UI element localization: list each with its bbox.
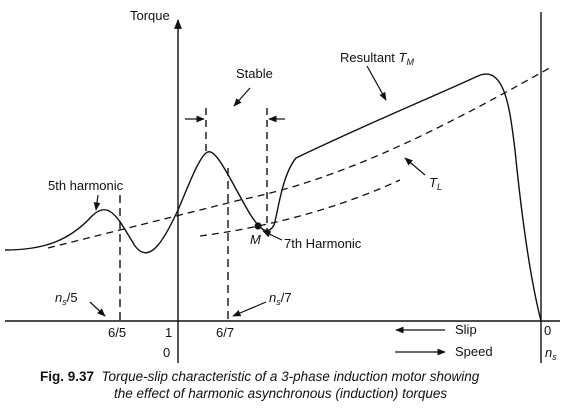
stable-pointer bbox=[233, 87, 251, 107]
ns5-pointer bbox=[89, 301, 106, 317]
caption-number: Fig. 9.37 bbox=[40, 369, 95, 384]
stable-label: Stable bbox=[236, 66, 273, 81]
tick-0-left: 0 bbox=[163, 345, 170, 360]
resultant-label: Resultant TM bbox=[340, 50, 415, 67]
seventh-harmonic-pointer bbox=[262, 230, 283, 241]
ns7-pointer bbox=[232, 301, 267, 317]
slip-label: Slip bbox=[455, 322, 477, 337]
operating-point-m bbox=[254, 222, 262, 230]
load-torque-curve bbox=[47, 65, 554, 249]
tick-6-5: 6/5 bbox=[108, 325, 126, 340]
load-torque-curve-lower bbox=[199, 179, 401, 237]
y-axis-label: Torque bbox=[130, 8, 170, 23]
ns-end-label: ns bbox=[545, 345, 557, 362]
caption-line-1: Fig. 9.37 Torque-slip characteristic of … bbox=[40, 368, 565, 385]
tl-pointer bbox=[404, 157, 426, 176]
resultant-torque-curve bbox=[4, 73, 542, 322]
ns7-label: ns/7 bbox=[269, 290, 292, 307]
fifth-harmonic-label: 5th harmonic bbox=[48, 178, 124, 193]
tick-6-7: 6/7 bbox=[216, 325, 234, 340]
caption-text-1: Torque-slip characteristic of a 3-phase … bbox=[101, 369, 480, 384]
figure-caption: Fig. 9.37 Torque-slip characteristic of … bbox=[40, 368, 565, 402]
seventh-harmonic-label: 7th Harmonic bbox=[284, 236, 362, 251]
tl-label: TL bbox=[429, 175, 442, 192]
tick-0-right: 0 bbox=[544, 323, 551, 338]
point-m-label: M bbox=[250, 232, 261, 247]
caption-text-2: the effect of harmonic asynchronous (ind… bbox=[114, 386, 448, 401]
speed-label: Speed bbox=[455, 344, 493, 359]
fifth-harmonic-pointer bbox=[93, 194, 101, 211]
resultant-pointer bbox=[366, 65, 387, 101]
ns5-label: ns/5 bbox=[55, 290, 78, 307]
tick-1: 1 bbox=[165, 325, 172, 340]
caption-line-2: the effect of harmonic asynchronous (ind… bbox=[40, 385, 565, 402]
